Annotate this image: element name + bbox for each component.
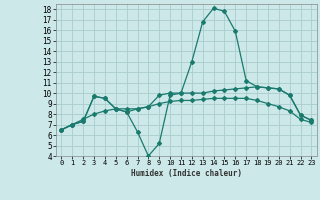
X-axis label: Humidex (Indice chaleur): Humidex (Indice chaleur) [131,169,242,178]
